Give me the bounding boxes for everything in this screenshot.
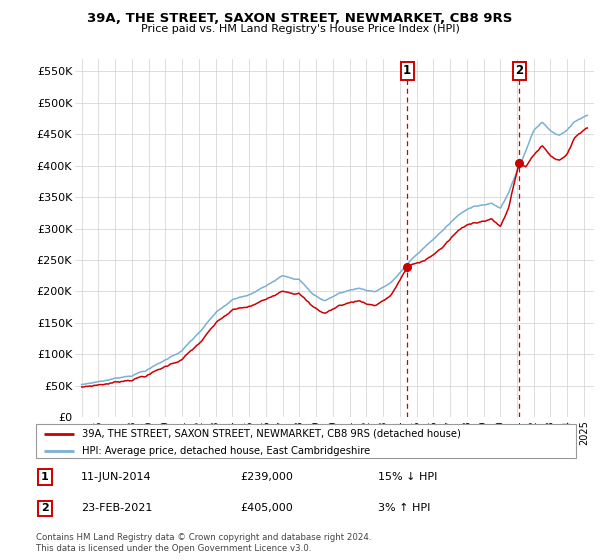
Text: Contains HM Land Registry data © Crown copyright and database right 2024.
This d: Contains HM Land Registry data © Crown c… [36, 533, 371, 553]
Text: 23-FEB-2021: 23-FEB-2021 [81, 503, 152, 514]
Text: 1: 1 [403, 64, 411, 77]
Text: 2: 2 [515, 64, 523, 77]
FancyBboxPatch shape [36, 424, 576, 458]
Text: Price paid vs. HM Land Registry's House Price Index (HPI): Price paid vs. HM Land Registry's House … [140, 24, 460, 34]
Text: 3% ↑ HPI: 3% ↑ HPI [378, 503, 430, 514]
Text: 15% ↓ HPI: 15% ↓ HPI [378, 472, 437, 482]
Text: 39A, THE STREET, SAXON STREET, NEWMARKET, CB8 9RS: 39A, THE STREET, SAXON STREET, NEWMARKET… [88, 12, 512, 25]
Text: 1: 1 [41, 472, 49, 482]
Text: 39A, THE STREET, SAXON STREET, NEWMARKET, CB8 9RS (detached house): 39A, THE STREET, SAXON STREET, NEWMARKET… [82, 428, 461, 438]
Text: 11-JUN-2014: 11-JUN-2014 [81, 472, 152, 482]
Text: £405,000: £405,000 [240, 503, 293, 514]
Text: HPI: Average price, detached house, East Cambridgeshire: HPI: Average price, detached house, East… [82, 446, 370, 456]
Text: 2: 2 [41, 503, 49, 514]
Text: £239,000: £239,000 [240, 472, 293, 482]
